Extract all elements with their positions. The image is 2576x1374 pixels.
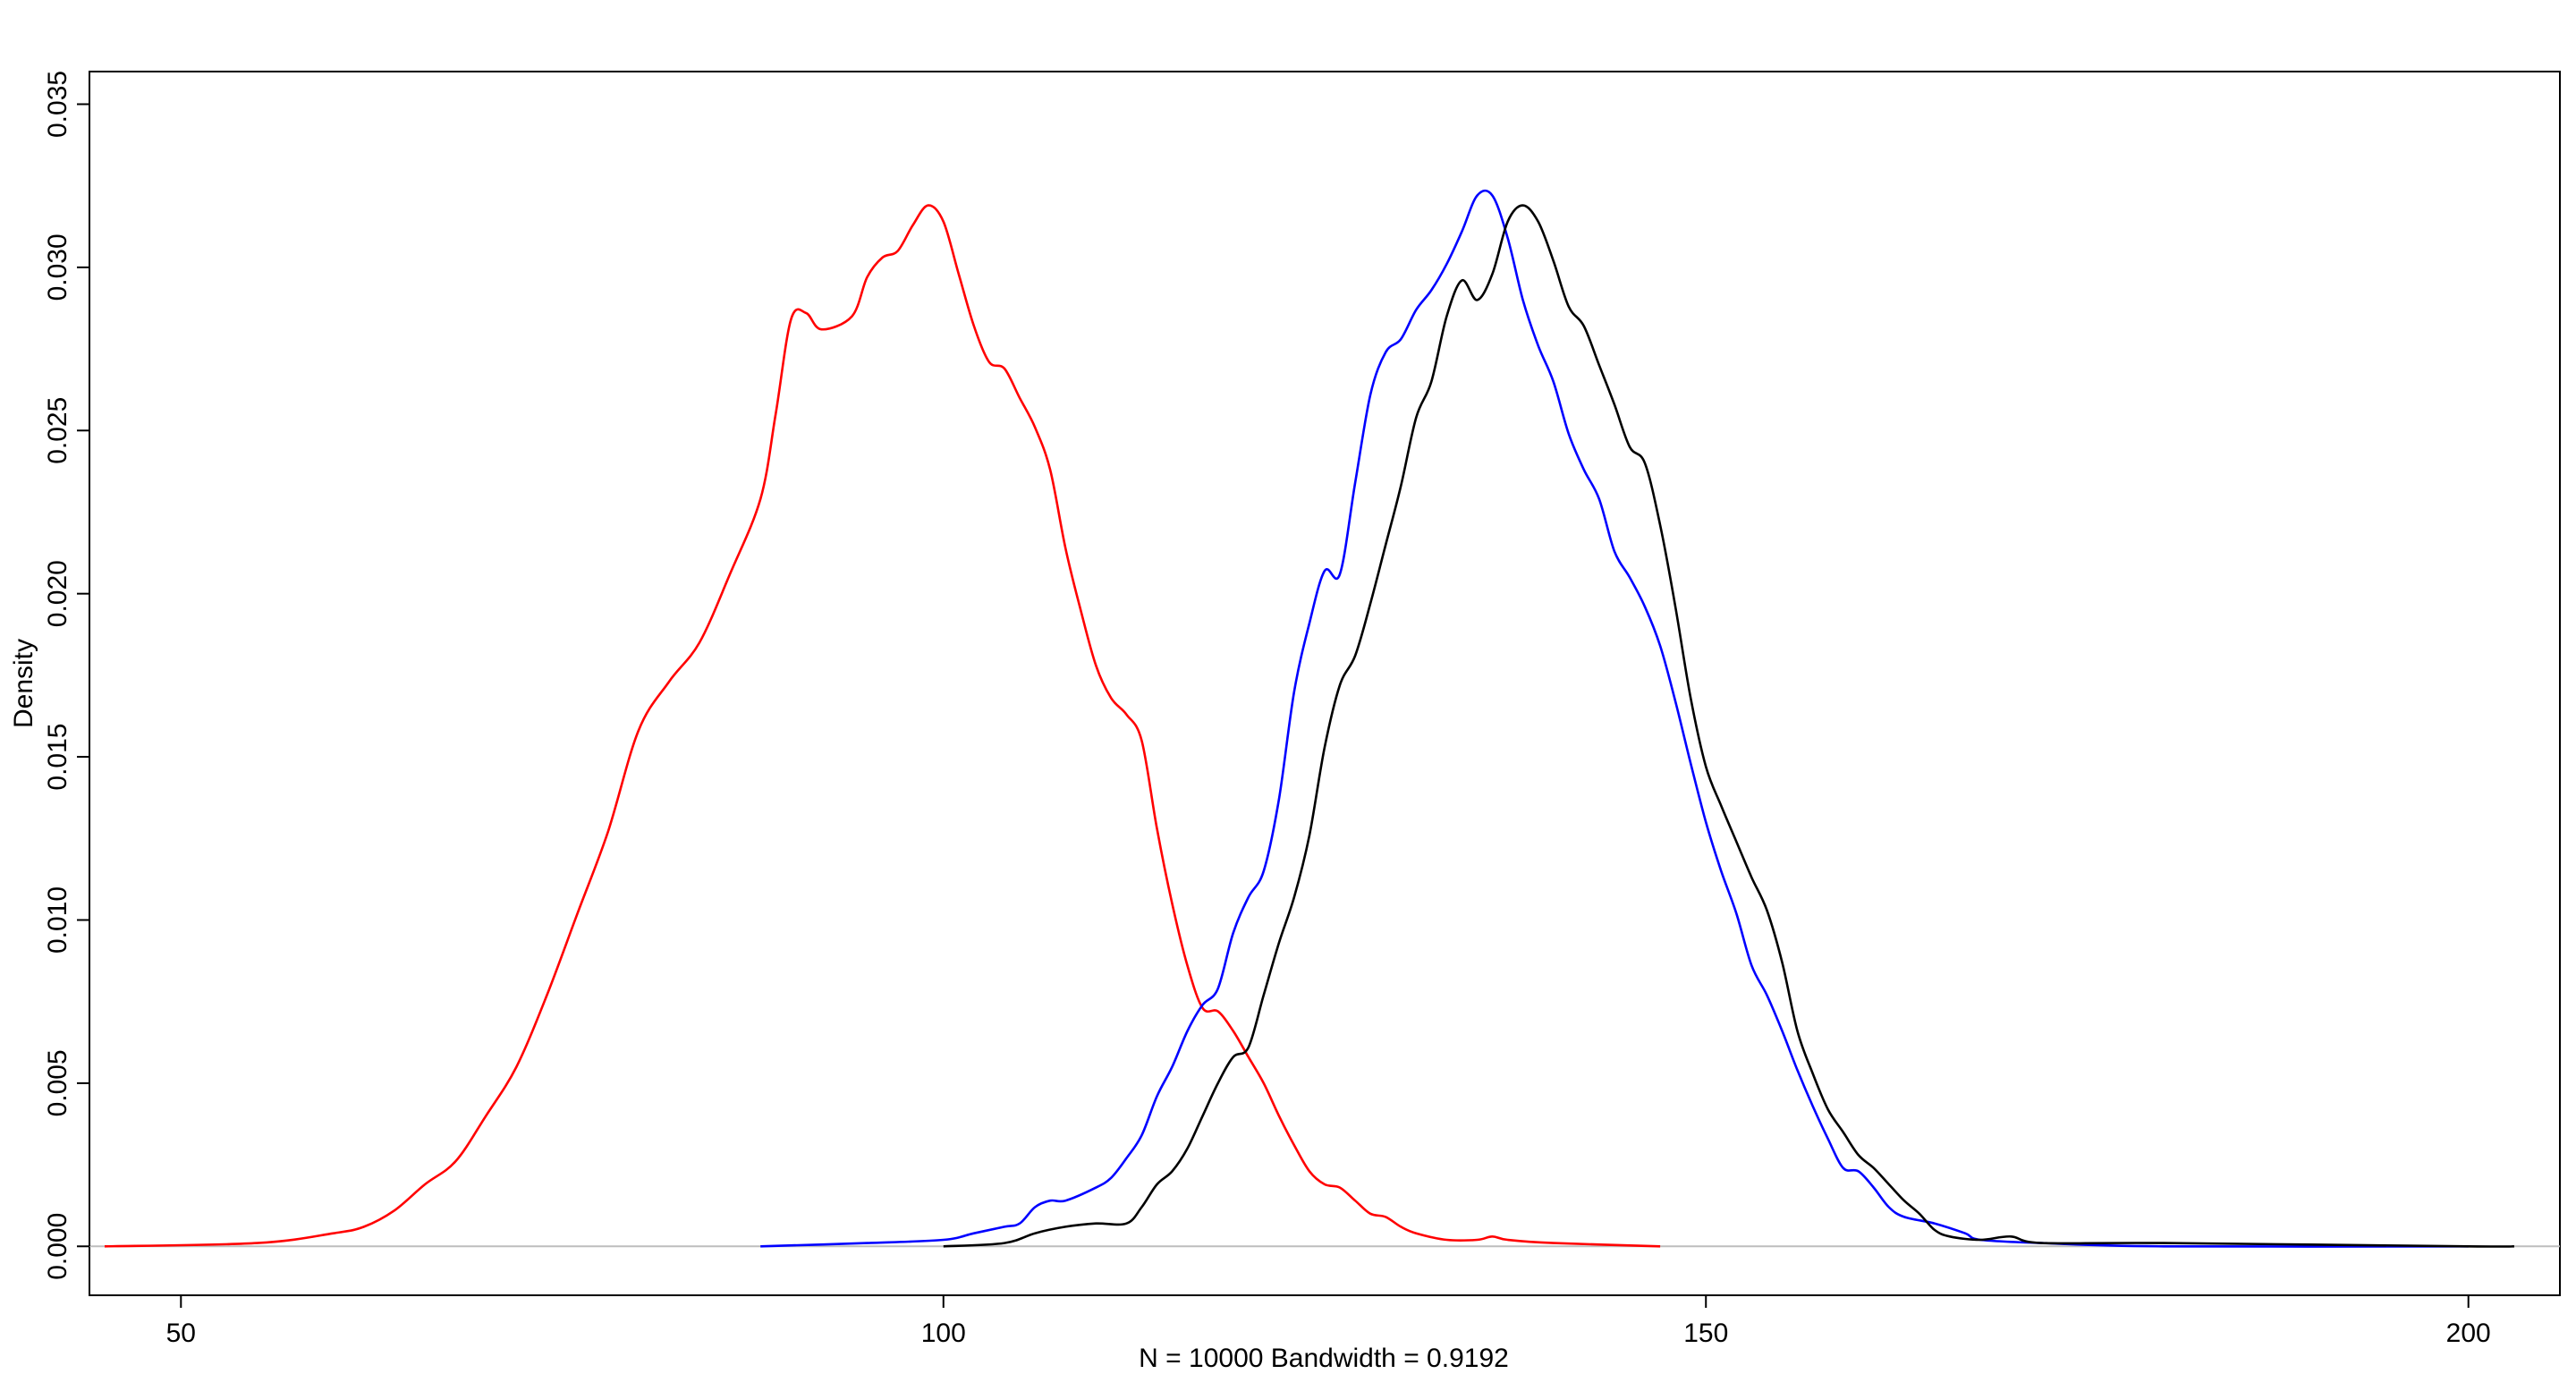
y-tick-label: 0.005 [43,1049,72,1116]
x-tick-label: 150 [1683,1319,1728,1348]
density-curve-2 [760,189,2469,1248]
density-curves [104,189,2514,1248]
y-axis-label: Density [9,639,38,728]
x-axis: 50 100 150 200 [166,1294,2491,1348]
y-tick-label: 0.015 [43,724,72,791]
y-tick-label: 0.030 [43,233,72,301]
plot-area [89,71,2561,1296]
x-axis-label: N = 10000 Bandwidth = 0.9192 [1139,1344,1509,1373]
x-tick-label: 200 [2446,1319,2491,1348]
y-tick-label: 0.025 [43,397,72,464]
y-axis: 0.000 0.005 0.010 0.015 0.020 0.025 0.030 0.035 [43,71,90,1280]
density-curve-3 [943,204,2514,1248]
y-tick-label: 0.000 [43,1213,72,1280]
density-curve-1 [104,204,1661,1248]
x-tick-label: 100 [921,1319,966,1348]
x-tick-label: 50 [166,1319,196,1348]
y-tick-label: 0.010 [43,886,72,954]
y-tick-label: 0.035 [43,71,72,138]
y-tick-label: 0.020 [43,560,72,627]
